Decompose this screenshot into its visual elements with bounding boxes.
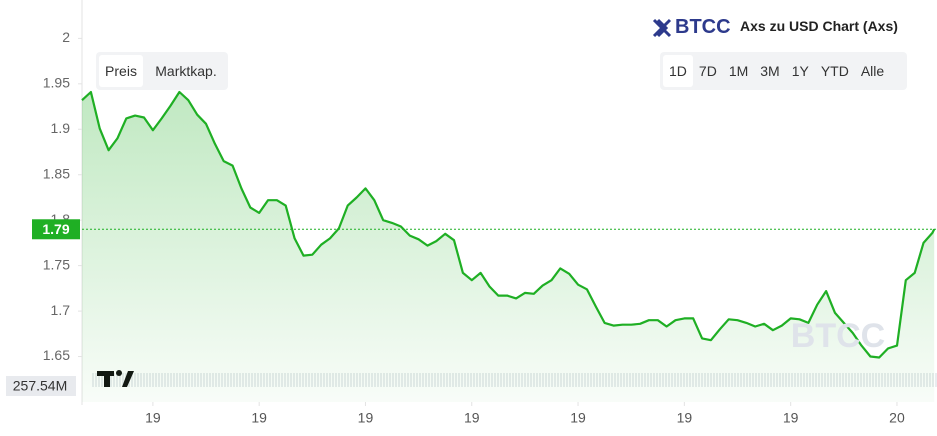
period-button[interactable]: 1Y <box>791 63 809 79</box>
tab[interactable]: Preis <box>99 55 143 87</box>
volume-label: 257.54M <box>13 378 67 394</box>
line <box>81 90 936 359</box>
x-tick-label: 19 <box>570 410 586 426</box>
logo-icon <box>652 18 672 37</box>
y-tick-label: 1.7 <box>51 302 71 318</box>
y-tick-label: 2 <box>62 29 70 45</box>
logo: BTCC <box>652 16 731 39</box>
y-tick-label: 1.9 <box>51 120 71 136</box>
x-tick-label: 19 <box>464 410 480 426</box>
x-tick-label: 19 <box>145 410 161 426</box>
period-button[interactable]: 3M <box>760 63 780 79</box>
chart-title: Axs zu USD Chart (Axs) <box>740 18 898 34</box>
volume-bar <box>935 373 937 387</box>
tab-group: Preis Marktkap. <box>96 52 228 90</box>
x-tick-label: 19 <box>783 410 799 426</box>
period-button[interactable]: Alle <box>860 63 885 79</box>
y-tick-label: 1.65 <box>43 347 70 363</box>
y-tick-label: 1.75 <box>43 256 70 272</box>
tab[interactable]: Marktkap. <box>155 63 217 79</box>
watermark: BTCC <box>791 317 885 355</box>
volume-label-bg <box>6 376 76 396</box>
y-tick-label: 1.85 <box>43 165 70 181</box>
logo-text: BTCC <box>675 16 731 38</box>
x-tick-label: 19 <box>358 410 374 426</box>
x-tick-label: 19 <box>251 410 267 426</box>
x-tick-label: 20 <box>889 410 905 426</box>
area <box>82 92 935 402</box>
period-button[interactable]: 1D <box>663 55 693 87</box>
period-button[interactable]: 7D <box>698 63 717 79</box>
x-tick-label: 19 <box>677 410 693 426</box>
period-group: 1D 7D 1M 3M 1Y YTD Alle <box>660 52 907 90</box>
period-button[interactable]: YTD <box>820 63 849 79</box>
price-label: 1.79 <box>42 221 69 237</box>
price-label-bg <box>32 219 80 240</box>
period-button[interactable]: 1M <box>728 63 749 79</box>
y-tick-label: 1.95 <box>43 75 70 91</box>
